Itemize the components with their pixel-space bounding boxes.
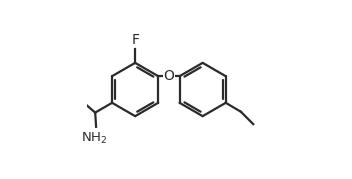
Text: F: F	[131, 33, 139, 47]
Text: NH$_2$: NH$_2$	[81, 131, 107, 146]
Text: O: O	[163, 69, 174, 83]
